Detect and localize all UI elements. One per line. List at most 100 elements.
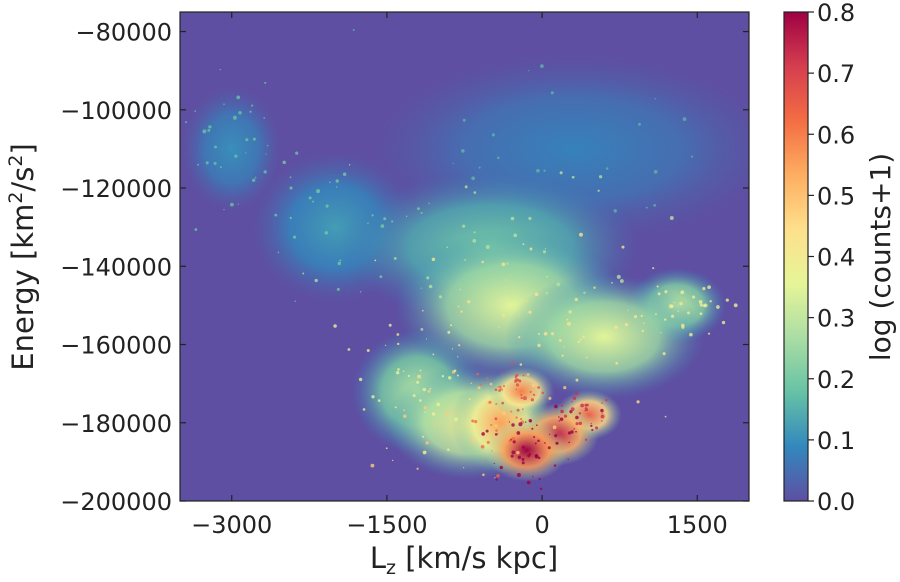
density-speckle	[194, 110, 197, 112]
density-speckle	[230, 202, 234, 207]
density-speckle	[535, 424, 538, 427]
density-speckle	[418, 399, 422, 402]
density-speckle	[558, 416, 560, 418]
density-speckle	[429, 387, 432, 390]
x-tick-label: 0	[534, 511, 549, 539]
x-axis-label: Lz [km/s kpc]	[370, 541, 558, 578]
density-speckle	[575, 430, 577, 433]
density-region	[485, 418, 568, 482]
density-speckle	[519, 363, 523, 366]
density-speckle	[522, 374, 525, 377]
density-speckle	[474, 420, 478, 424]
density-speckle	[490, 424, 493, 426]
density-speckle	[194, 228, 198, 231]
density-speckle	[377, 399, 381, 402]
density-speckle	[604, 329, 607, 332]
density-speckle	[572, 396, 577, 400]
density-speckle	[538, 477, 541, 480]
density-speckle	[294, 300, 297, 302]
density-speckle	[497, 326, 500, 328]
density-speckle	[534, 454, 539, 458]
density-speckle	[504, 279, 507, 281]
density-speckle	[605, 399, 608, 402]
density-speckle	[721, 320, 726, 325]
density-speckle	[537, 439, 540, 443]
density-speckle	[494, 433, 498, 436]
density-speckle	[252, 137, 256, 141]
plot-area	[179, 11, 750, 502]
density-speckle	[337, 261, 341, 266]
density-speckle	[486, 377, 489, 380]
density-speckle	[289, 176, 292, 179]
plot-frame	[179, 11, 750, 502]
x-axis: −3000 −1500 0 1500	[191, 12, 728, 539]
density-speckle	[615, 361, 619, 365]
density-speckle	[314, 278, 318, 283]
density-speckle	[391, 459, 394, 462]
density-speckle	[352, 28, 355, 31]
density-speckle	[366, 349, 370, 353]
density-speckle	[379, 275, 383, 279]
density-speckle	[501, 262, 506, 267]
density-speckle	[566, 318, 569, 321]
density-speckle	[436, 402, 441, 407]
density-speckle	[501, 388, 504, 391]
density-speckle	[462, 466, 465, 469]
density-speckle	[654, 98, 657, 100]
density-speckle	[531, 427, 534, 430]
density-speckle	[511, 450, 516, 455]
density-speckle	[598, 175, 603, 179]
density-speckle	[370, 463, 375, 468]
density-speckle	[568, 441, 571, 444]
density-speckle	[514, 378, 519, 382]
density-speckle	[495, 403, 498, 406]
density-speckle	[526, 373, 530, 376]
density-speckle	[485, 419, 488, 422]
density-speckle	[556, 282, 561, 287]
density-speckle	[689, 332, 693, 337]
density-speckle	[571, 400, 573, 403]
density-speckle	[707, 332, 711, 335]
density-speckle	[537, 386, 541, 389]
density-speckle	[491, 133, 495, 137]
density-speckle	[536, 168, 540, 173]
density-speckle	[567, 458, 569, 460]
y-tick-label: −100000	[60, 97, 172, 125]
density-speckle	[394, 406, 397, 409]
density-speckle	[526, 480, 531, 485]
density-speckle	[563, 414, 568, 418]
density-speckle	[417, 207, 420, 211]
density-speckle	[590, 424, 593, 427]
density-speckle	[274, 213, 278, 217]
density-speckle	[236, 95, 241, 100]
density-speckle	[407, 374, 410, 378]
density-speckle	[641, 329, 644, 333]
density-speckle	[527, 454, 531, 458]
density-speckle	[653, 169, 658, 174]
density-speckle	[529, 247, 533, 251]
density-speckle	[426, 276, 430, 280]
density-speckle	[570, 407, 575, 412]
colorbar-tick-label: 0.4	[817, 244, 855, 272]
density-speckle	[584, 438, 588, 441]
density-speckle	[526, 300, 528, 302]
density-speckle	[537, 332, 540, 335]
density-speckle	[664, 415, 667, 418]
density-speckle	[579, 338, 582, 341]
density-speckle	[657, 292, 661, 296]
density-speckle	[508, 439, 512, 443]
density-speckle	[541, 391, 545, 395]
density-speckle	[223, 208, 225, 211]
density-speckle	[238, 110, 242, 115]
density-speckle	[518, 379, 522, 383]
y-tick-label: −80000	[76, 19, 172, 47]
density-speckle	[312, 200, 315, 203]
density-speckle	[554, 434, 558, 438]
density-speckle	[511, 423, 515, 427]
density-speckle	[516, 431, 521, 435]
density-speckle	[550, 91, 554, 95]
density-speckle	[289, 216, 292, 220]
density-speckle	[333, 324, 337, 328]
density-speckle	[371, 395, 375, 399]
density-speckle	[495, 478, 498, 481]
